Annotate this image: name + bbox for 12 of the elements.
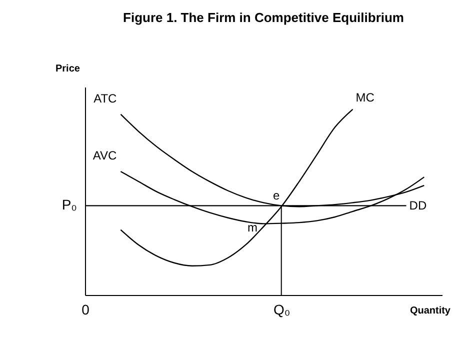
series-label: DD — [409, 198, 427, 213]
annotation: e — [273, 188, 280, 203]
chart-title: Figure 1. The Firm in Competitive Equilibrium — [123, 10, 404, 25]
text: P₀ — [62, 196, 78, 213]
series-label: MC — [356, 90, 375, 104]
y-axis-title: Price — [56, 64, 80, 74]
annotation: m — [248, 220, 258, 235]
series-label: AVC — [92, 148, 118, 162]
x-tick-label: Q₀ — [274, 302, 290, 318]
x-tick-label: 0 — [82, 302, 90, 318]
series-label: ATC — [94, 91, 118, 106]
x-axis-title: Quantity — [410, 306, 451, 316]
